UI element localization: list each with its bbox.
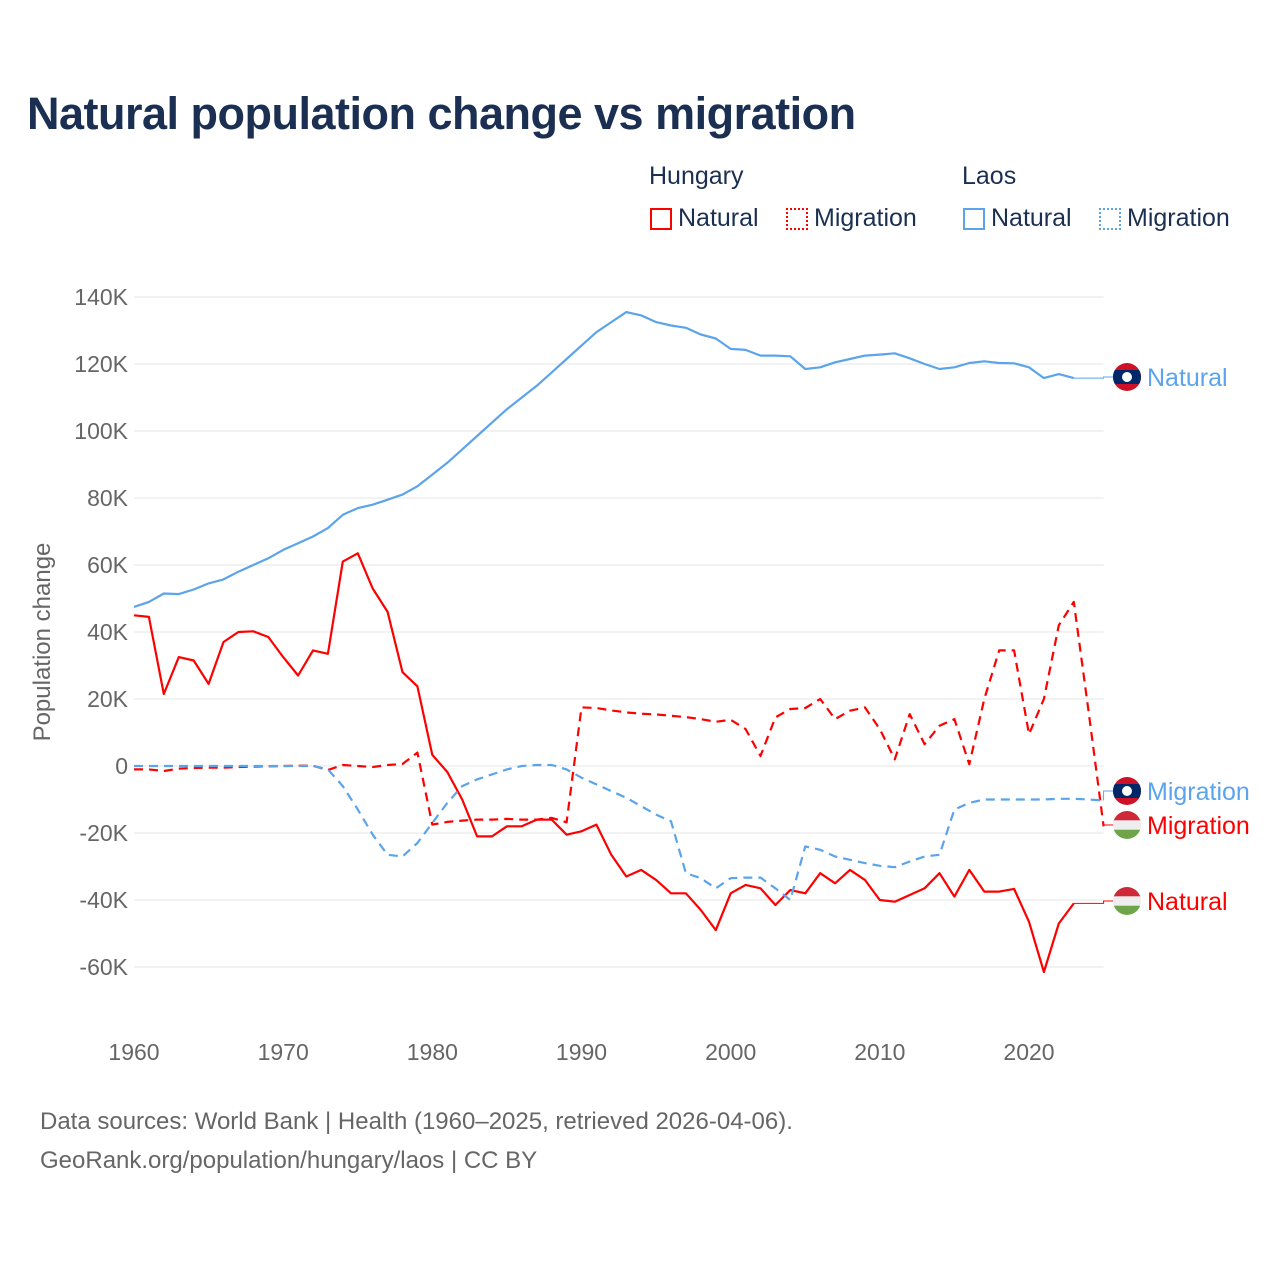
footer-link[interactable]: GeoRank.org/population/hungary/laos | CC…: [40, 1147, 538, 1174]
flag-disc: [1122, 786, 1132, 796]
flag-red: [1113, 887, 1141, 897]
hungary-flag-icon: [1113, 887, 1141, 915]
y-tick-label: 40K: [87, 619, 129, 645]
flag-red: [1113, 811, 1141, 821]
x-tick-label: 1980: [407, 1039, 458, 1065]
flag-clip: [1113, 811, 1141, 839]
footer-sources: Data sources: World Bank | Health (1960–…: [40, 1108, 793, 1135]
hungary-flag-icon: [1113, 811, 1141, 839]
x-tick-label: 1990: [556, 1039, 607, 1065]
legend-laos-migration[interactable]: Migration: [1099, 204, 1230, 233]
y-tick-label: 140K: [74, 284, 128, 310]
legend-label: Migration: [814, 204, 917, 232]
laos-flag-icon: [1113, 363, 1141, 391]
y-tick-label: 120K: [74, 351, 128, 377]
series-line-hungary-natural: [133, 552, 1075, 974]
laos-flag-icon: [1113, 777, 1141, 805]
flag-clip: [1113, 777, 1141, 805]
legend-hungary-natural[interactable]: Natural: [650, 204, 759, 233]
y-tick-label: 80K: [87, 485, 129, 511]
legend-group-laos: Laos: [962, 162, 1017, 190]
series-line-laos-migration: [134, 763, 1104, 902]
legend-label: Natural: [991, 204, 1072, 232]
flag-green: [1113, 905, 1141, 915]
flag-white: [1113, 820, 1141, 830]
y-tick-label: -20K: [79, 820, 128, 846]
flag-clip: [1113, 887, 1141, 915]
legend-label: Migration: [1127, 204, 1230, 232]
x-tick-label: 1970: [258, 1039, 309, 1065]
y-axis-label: Population change: [29, 543, 56, 742]
flag-green: [1113, 829, 1141, 839]
legend-hungary-migration[interactable]: Migration: [786, 204, 917, 233]
flag-clip: [1113, 363, 1141, 391]
y-tick-label: 20K: [87, 686, 129, 712]
legend-label: Natural: [678, 204, 759, 232]
chart-title: Natural population change vs migration: [27, 88, 856, 139]
legend-group-hungary: Hungary: [649, 162, 744, 190]
end-label: Migration: [1147, 778, 1250, 806]
legend-swatch-solid-icon: [650, 207, 672, 230]
x-tick-label: 2010: [854, 1039, 905, 1065]
y-tick-label: -40K: [79, 887, 128, 913]
legend-swatch-solid-icon: [963, 207, 985, 230]
x-tick-label: 2020: [1003, 1039, 1054, 1065]
end-label: Natural: [1147, 364, 1228, 392]
legend-swatch-dotted-icon: [786, 207, 808, 230]
end-label: Natural: [1147, 888, 1228, 916]
legend-laos-natural[interactable]: Natural: [963, 204, 1072, 233]
series-line-laos-natural: [133, 311, 1075, 608]
y-tick-label: 100K: [74, 418, 128, 444]
legend-swatch-dotted-icon: [1099, 207, 1121, 230]
flag-disc: [1122, 372, 1132, 382]
y-tick-label: 60K: [87, 552, 129, 578]
x-tick-label: 1960: [108, 1039, 159, 1065]
y-tick-label: 0: [115, 753, 128, 779]
x-tick-label: 2000: [705, 1039, 756, 1065]
end-label: Migration: [1147, 812, 1250, 840]
series-line-hungary-migration: [134, 600, 1105, 827]
flag-white: [1113, 896, 1141, 906]
y-tick-label: -60K: [79, 954, 128, 980]
